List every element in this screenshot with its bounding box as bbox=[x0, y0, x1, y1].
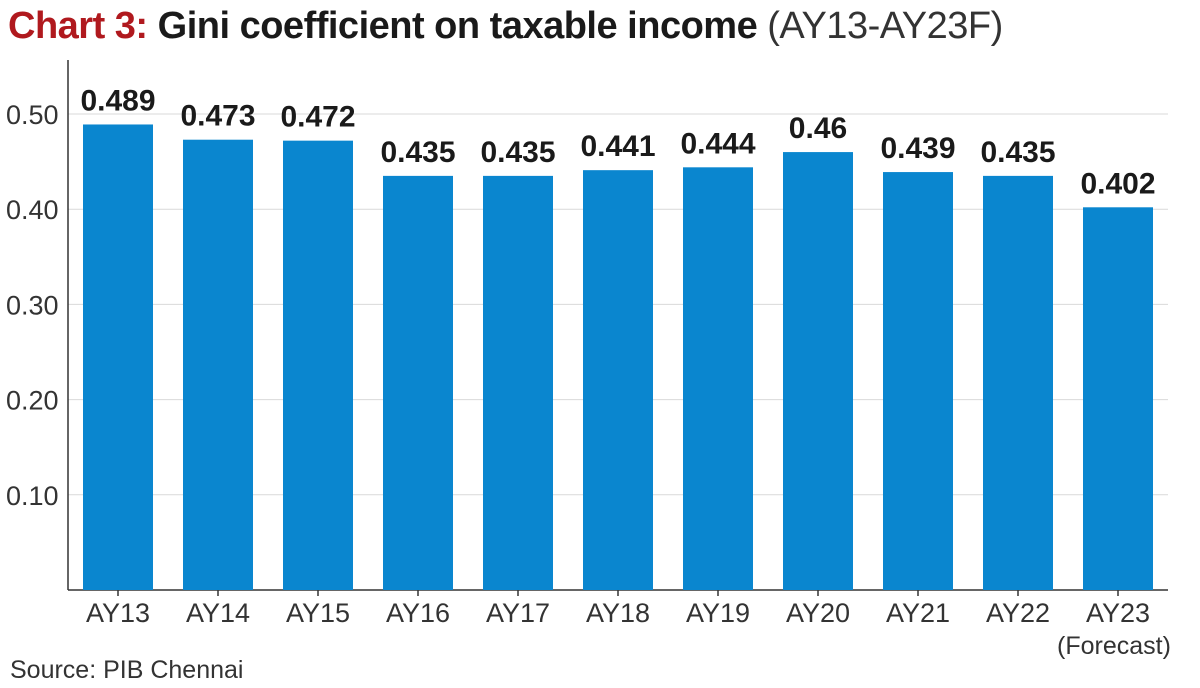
bar bbox=[883, 172, 953, 590]
chart-title-main: Gini coefficient on taxable income bbox=[157, 5, 758, 47]
bar bbox=[683, 167, 753, 590]
data-label: 0.435 bbox=[980, 136, 1055, 169]
bar bbox=[183, 139, 253, 591]
bar bbox=[483, 175, 553, 590]
bar bbox=[783, 152, 853, 590]
data-label: 0.435 bbox=[480, 136, 555, 169]
y-tick-label: 0.10 bbox=[6, 481, 59, 511]
x-tick-label: AY16 bbox=[386, 598, 450, 628]
chart-title-lead: Chart 3: bbox=[8, 5, 148, 47]
bar bbox=[383, 175, 453, 590]
chart-title-sub: (AY13-AY23F) bbox=[767, 5, 1003, 47]
x-tick-label: AY17 bbox=[486, 598, 550, 628]
x-tick-label: AY23 bbox=[1086, 598, 1150, 628]
data-label: 0.439 bbox=[880, 132, 955, 165]
bar bbox=[983, 175, 1053, 590]
x-tick-label: AY13 bbox=[86, 598, 150, 628]
x-tick-label: AY18 bbox=[586, 598, 650, 628]
data-label: 0.472 bbox=[280, 101, 355, 134]
y-tick-label: 0.30 bbox=[6, 290, 59, 320]
bar bbox=[283, 140, 353, 590]
x-tick-label: AY22 bbox=[986, 598, 1050, 628]
data-label: 0.444 bbox=[680, 127, 755, 160]
data-label: 0.435 bbox=[380, 136, 455, 169]
x-tick-label: AY14 bbox=[186, 598, 250, 628]
bar bbox=[83, 124, 153, 591]
x-tick-label: AY19 bbox=[686, 598, 750, 628]
chart-title: Chart 3: Gini coefficient on taxable inc… bbox=[8, 2, 1003, 50]
data-label: 0.441 bbox=[580, 130, 655, 163]
data-label: 0.489 bbox=[80, 84, 155, 117]
y-tick-label: 0.40 bbox=[6, 195, 59, 225]
data-label: 0.473 bbox=[180, 100, 255, 133]
x-tick-note: (Forecast) bbox=[1057, 632, 1171, 660]
x-tick-label: AY20 bbox=[786, 598, 850, 628]
data-label: 0.402 bbox=[1080, 167, 1155, 200]
x-tick-label: AY15 bbox=[286, 598, 350, 628]
y-tick-label: 0.50 bbox=[6, 100, 59, 130]
bar bbox=[1083, 207, 1153, 590]
y-tick-label: 0.20 bbox=[6, 386, 59, 416]
source-note: Source: PIB Chennai bbox=[10, 656, 244, 684]
x-tick-label: AY21 bbox=[886, 598, 950, 628]
bar bbox=[583, 170, 653, 590]
data-label: 0.46 bbox=[789, 112, 847, 145]
